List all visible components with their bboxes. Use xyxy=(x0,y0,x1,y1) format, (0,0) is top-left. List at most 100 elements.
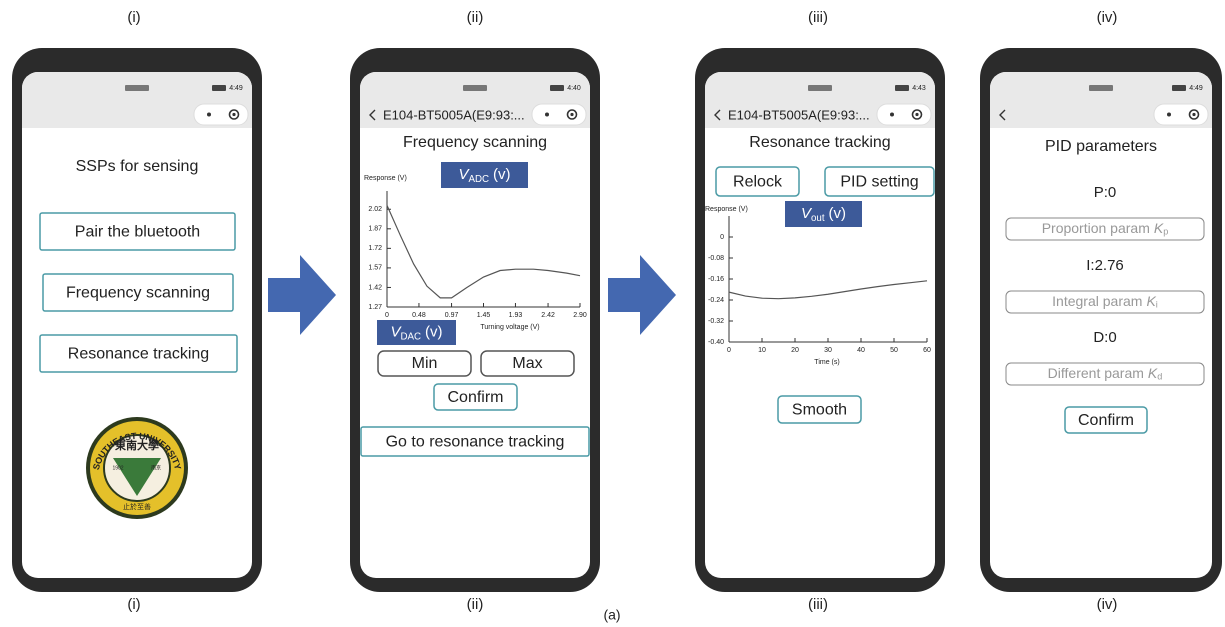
panel-label: (i) xyxy=(127,596,140,613)
logo-center-text: 東南大學 xyxy=(115,438,159,452)
y-tick-label: 1.27 xyxy=(368,304,382,311)
x-tick-label: 2.90 xyxy=(573,312,587,319)
subscript: p xyxy=(1163,227,1168,237)
menu-dots[interactable] xyxy=(207,113,211,117)
nav-title: E104-BT5005A(E9:93:... xyxy=(728,107,870,122)
param-value: I:2.76 xyxy=(1086,257,1124,274)
unit: (v) xyxy=(425,323,443,340)
go-button-label[interactable]: Go to resonance tracking xyxy=(386,434,565,451)
x-tick-label: 0.97 xyxy=(445,312,459,319)
status-icon xyxy=(1089,85,1113,91)
button-label[interactable]: Relock xyxy=(733,174,783,191)
y-tick-label: 2.02 xyxy=(368,206,382,213)
logo-bottom-text: 止於至善 xyxy=(123,502,151,511)
logo-side-text: 南京 xyxy=(151,464,161,471)
label-text: Different param xyxy=(1048,365,1144,381)
status-time: 4:43 xyxy=(912,85,926,92)
button-label[interactable]: Resonance tracking xyxy=(68,346,209,363)
capsule[interactable] xyxy=(877,104,931,125)
page-title: PID parameters xyxy=(1045,138,1157,155)
x-tick-label: 0 xyxy=(385,312,389,319)
x-tick-label: 0.48 xyxy=(412,312,426,319)
label-text: Proportion param xyxy=(1042,220,1150,236)
status-icon xyxy=(808,85,832,91)
status-time: 4:49 xyxy=(229,85,243,92)
subscript: i xyxy=(1156,300,1158,310)
unit: (v) xyxy=(493,166,511,183)
smooth-button-label[interactable]: Smooth xyxy=(792,402,847,419)
panel-label: (iv) xyxy=(1097,9,1118,26)
x-axis-label: Turning voltage (V) xyxy=(480,324,539,331)
figure-label: (a) xyxy=(603,607,620,623)
panel-label: (iv) xyxy=(1097,596,1118,613)
panel-label: (ii) xyxy=(467,9,484,26)
x-tick-label: 0 xyxy=(727,347,731,354)
battery-icon xyxy=(895,85,909,91)
status-time: 4:40 xyxy=(567,85,581,92)
y-axis-label: Response (V) xyxy=(364,175,407,182)
y-tick-label: 1.87 xyxy=(368,226,382,233)
status-icon xyxy=(463,85,487,91)
capsule[interactable] xyxy=(1154,104,1208,125)
y-tick-label: 0 xyxy=(720,234,724,241)
x-tick-label: 60 xyxy=(923,347,931,354)
y-tick-label: -0.40 xyxy=(708,339,724,346)
page-title: Resonance tracking xyxy=(749,134,890,151)
page-title: Frequency scanning xyxy=(403,134,547,151)
x-tick-label: 30 xyxy=(824,347,832,354)
confirm-button-label[interactable]: Confirm xyxy=(1078,412,1134,429)
y-tick-label: -0.32 xyxy=(708,318,724,325)
button-label[interactable]: PID setting xyxy=(840,174,918,191)
x-tick-label: 10 xyxy=(758,347,766,354)
input-placeholder[interactable]: Max xyxy=(512,355,542,372)
nav-title: E104-BT5005A(E9:93:... xyxy=(383,107,525,122)
x-tick-label: 50 xyxy=(890,347,898,354)
x-tick-label: 40 xyxy=(857,347,865,354)
menu-dots[interactable] xyxy=(545,113,549,117)
battery-icon xyxy=(550,85,564,91)
subscript: ADC xyxy=(468,173,489,184)
logo-side-text: 1902 xyxy=(112,465,123,471)
arrow xyxy=(608,255,676,335)
close-dot[interactable] xyxy=(915,113,918,116)
page-title: SSPs for sensing xyxy=(76,158,199,175)
input-placeholder[interactable]: Min xyxy=(412,355,438,372)
button-label[interactable]: Frequency scanning xyxy=(66,285,210,302)
y-tick-label: -0.24 xyxy=(708,297,724,304)
menu-dots[interactable] xyxy=(1167,113,1171,117)
unit: (v) xyxy=(829,205,847,222)
panel-label: (ii) xyxy=(467,596,484,613)
capsule[interactable] xyxy=(532,104,586,125)
status-icon xyxy=(125,85,149,91)
y-tick-label: 1.42 xyxy=(368,284,382,291)
battery-icon xyxy=(212,85,226,91)
close-dot[interactable] xyxy=(1192,113,1195,116)
label-text: Integral param xyxy=(1052,293,1142,309)
x-axis-label: Time (s) xyxy=(814,359,839,366)
battery-icon xyxy=(1172,85,1186,91)
y-tick-label: 1.57 xyxy=(368,265,382,272)
y-tick-label: -0.16 xyxy=(708,276,724,283)
close-dot[interactable] xyxy=(570,113,573,116)
x-tick-label: 2.42 xyxy=(541,312,555,319)
y-tick-label: -0.08 xyxy=(708,255,724,262)
close-dot[interactable] xyxy=(232,113,235,116)
x-tick-label: 1.93 xyxy=(509,312,523,319)
subscript: DAC xyxy=(400,331,421,342)
subscript: out xyxy=(811,212,825,223)
y-tick-label: 1.72 xyxy=(368,245,382,252)
subscript: d xyxy=(1157,372,1162,382)
x-tick-label: 20 xyxy=(791,347,799,354)
arrow xyxy=(268,255,336,335)
param-value: D:0 xyxy=(1093,329,1116,346)
param-value: P:0 xyxy=(1094,184,1117,201)
x-tick-label: 1.45 xyxy=(477,312,491,319)
confirm-button-label[interactable]: Confirm xyxy=(447,389,503,406)
menu-dots[interactable] xyxy=(890,113,894,117)
status-time: 4:49 xyxy=(1189,85,1203,92)
panel-label: (i) xyxy=(127,9,140,26)
button-label[interactable]: Pair the bluetooth xyxy=(75,224,200,241)
capsule[interactable] xyxy=(194,104,248,125)
